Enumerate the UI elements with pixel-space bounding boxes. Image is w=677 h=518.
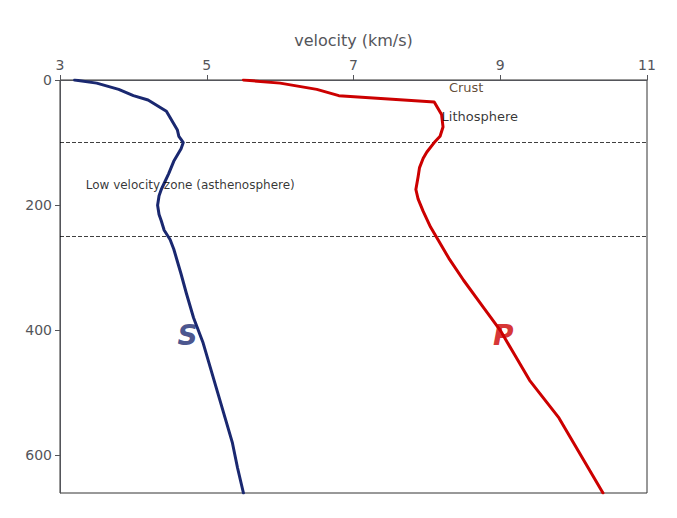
svg-text:Crust: Crust <box>449 80 484 95</box>
svg-text:P: P <box>493 319 514 352</box>
svg-text:200: 200 <box>25 197 52 213</box>
svg-text:11: 11 <box>638 57 656 73</box>
svg-text:400: 400 <box>25 322 52 338</box>
svg-text:9: 9 <box>496 57 505 73</box>
svg-text:5: 5 <box>202 57 211 73</box>
svg-text:Low velocity zone (asthenosphe: Low velocity zone (asthenosphere) <box>86 178 295 192</box>
svg-text:S: S <box>177 319 197 352</box>
svg-text:0: 0 <box>43 72 52 88</box>
svg-text:Lithosphere: Lithosphere <box>442 109 518 124</box>
svg-text:velocity (km/s): velocity (km/s) <box>294 31 413 50</box>
svg-text:7: 7 <box>349 57 358 73</box>
svg-text:600: 600 <box>25 447 52 463</box>
svg-text:3: 3 <box>56 57 65 73</box>
